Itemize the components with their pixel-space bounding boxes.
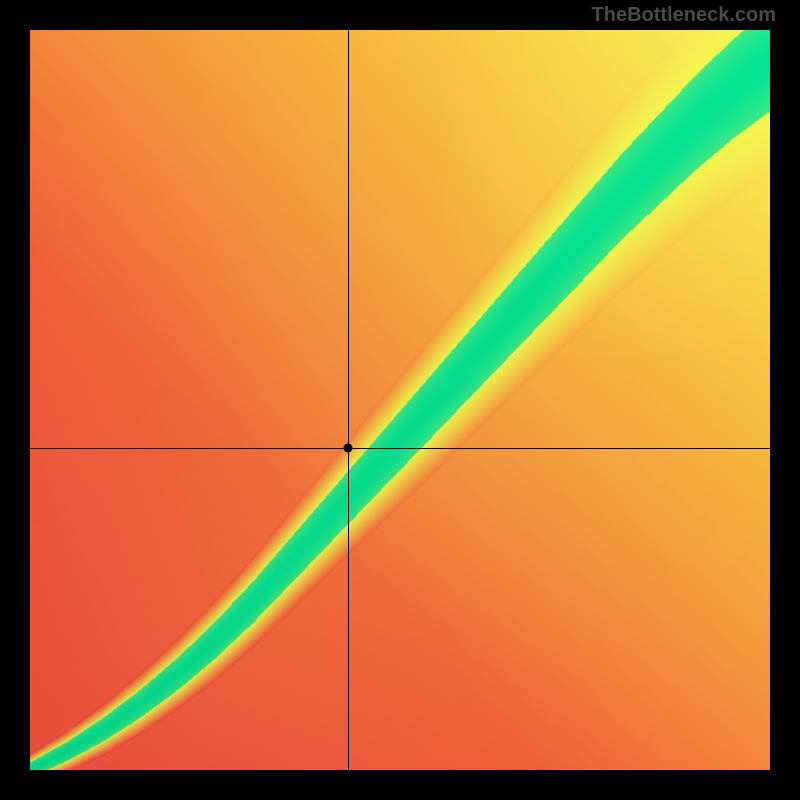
plot-area [30,30,770,770]
heatmap-canvas [30,30,770,770]
crosshair-horizontal [30,448,770,449]
crosshair-dot [344,444,353,453]
watermark-text: TheBottleneck.com [592,4,776,27]
crosshair-vertical [348,30,349,770]
